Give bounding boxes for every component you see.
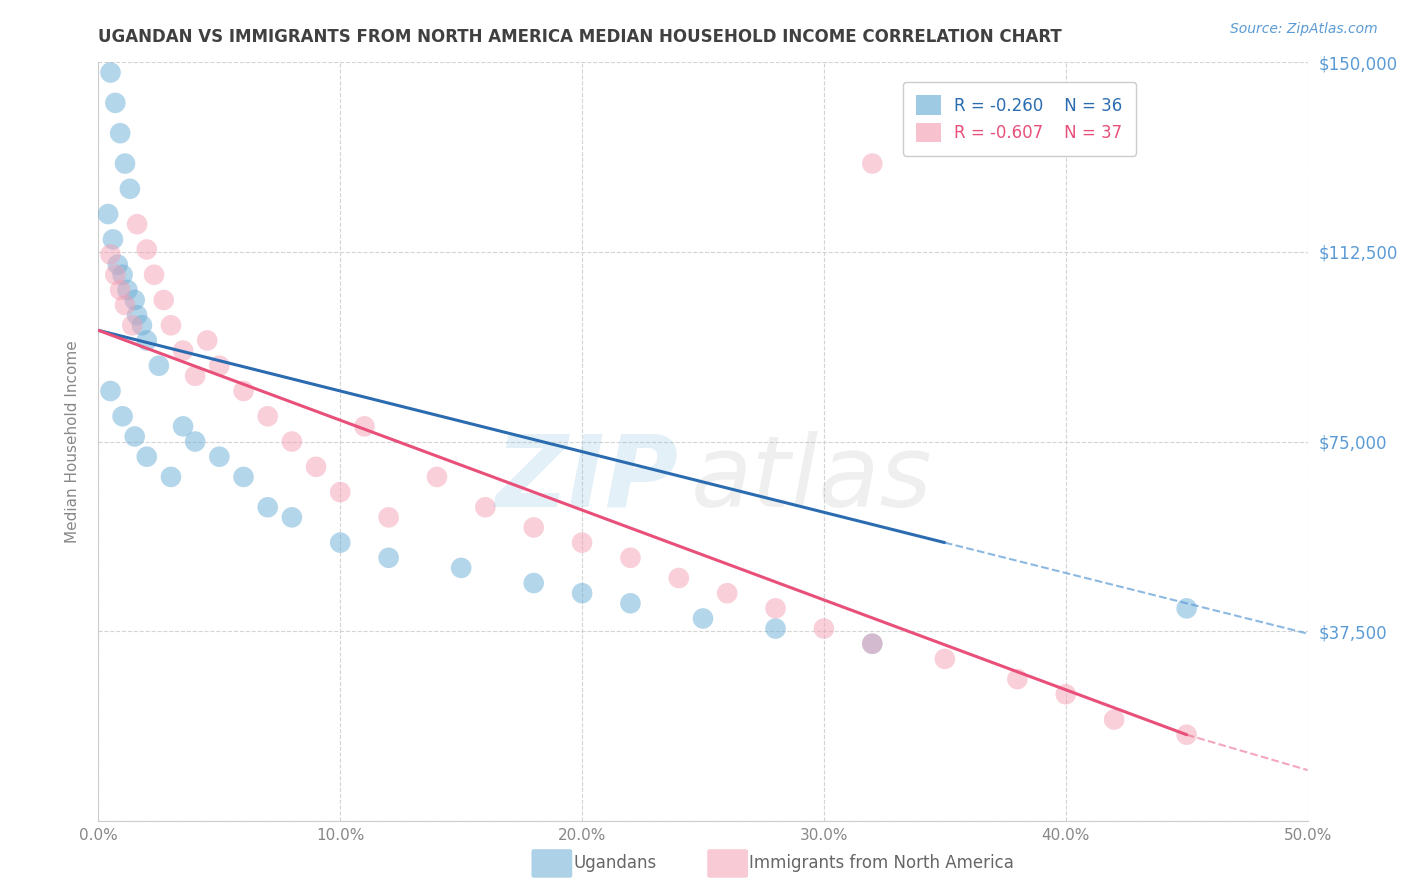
Point [1007,672,1029,686]
Point [160,318,183,333]
Point [208,450,231,464]
Point [135,334,157,348]
Point [121,318,143,333]
Point [1102,713,1125,727]
Point [184,368,207,383]
Point [148,359,170,373]
Point [131,318,153,333]
Point [450,561,472,575]
Point [765,601,787,615]
Point [108,283,131,297]
Text: atlas: atlas [690,431,932,528]
Point [127,308,149,322]
Text: Source: ZipAtlas.com: Source: ZipAtlas.com [1230,22,1378,37]
Text: Immigrants from North America: Immigrants from North America [749,855,1014,872]
Point [124,293,146,307]
Point [135,243,157,257]
Point [208,359,231,373]
Point [195,334,218,348]
Point [619,596,641,610]
Point [232,470,254,484]
Point [860,637,883,651]
Point [124,429,146,443]
Point [107,258,129,272]
Point [184,434,207,449]
Point [523,576,546,591]
Point [377,550,399,565]
Point [1054,687,1077,701]
Point [172,343,194,358]
Point [111,409,134,424]
Point [256,409,278,424]
Point [281,434,304,449]
Text: ZIP: ZIP [496,431,679,528]
Text: UGANDAN VS IMMIGRANTS FROM NORTH AMERICA MEDIAN HOUSEHOLD INCOME CORRELATION CHA: UGANDAN VS IMMIGRANTS FROM NORTH AMERICA… [98,28,1062,45]
Point [353,419,375,434]
Legend: R = -0.260    N = 36, R = -0.607    N = 37: R = -0.260 N = 36, R = -0.607 N = 37 [903,82,1136,155]
Text: Ugandans: Ugandans [574,855,657,872]
Point [152,293,174,307]
Point [111,268,134,282]
Point [232,384,254,398]
Point [571,586,593,600]
Point [172,419,194,434]
Point [523,520,546,534]
Point [716,586,738,600]
Point [256,500,278,515]
Point [426,470,449,484]
Point [100,384,122,398]
Point [281,510,304,524]
Point [571,535,593,549]
Point [860,156,883,170]
Point [114,298,136,312]
Point [100,247,122,261]
Point [160,470,183,484]
Point [934,652,956,666]
Point [474,500,496,515]
Point [104,95,127,110]
Point [329,485,352,500]
Point [860,637,883,651]
Point [1175,728,1198,742]
Point [97,207,120,221]
Point [118,182,141,196]
Y-axis label: Median Household Income: Median Household Income [65,340,80,543]
Point [619,550,641,565]
Point [692,611,714,625]
Point [100,65,122,79]
Point [329,535,352,549]
Point [305,459,328,474]
Point [668,571,690,585]
Point [813,622,835,636]
Point [765,622,787,636]
Point [114,156,136,170]
Point [135,450,157,464]
Point [108,126,131,140]
Point [101,232,124,246]
Point [1175,601,1198,615]
Point [143,268,166,282]
Point [377,510,399,524]
Point [127,217,149,231]
Point [117,283,139,297]
Point [104,268,127,282]
